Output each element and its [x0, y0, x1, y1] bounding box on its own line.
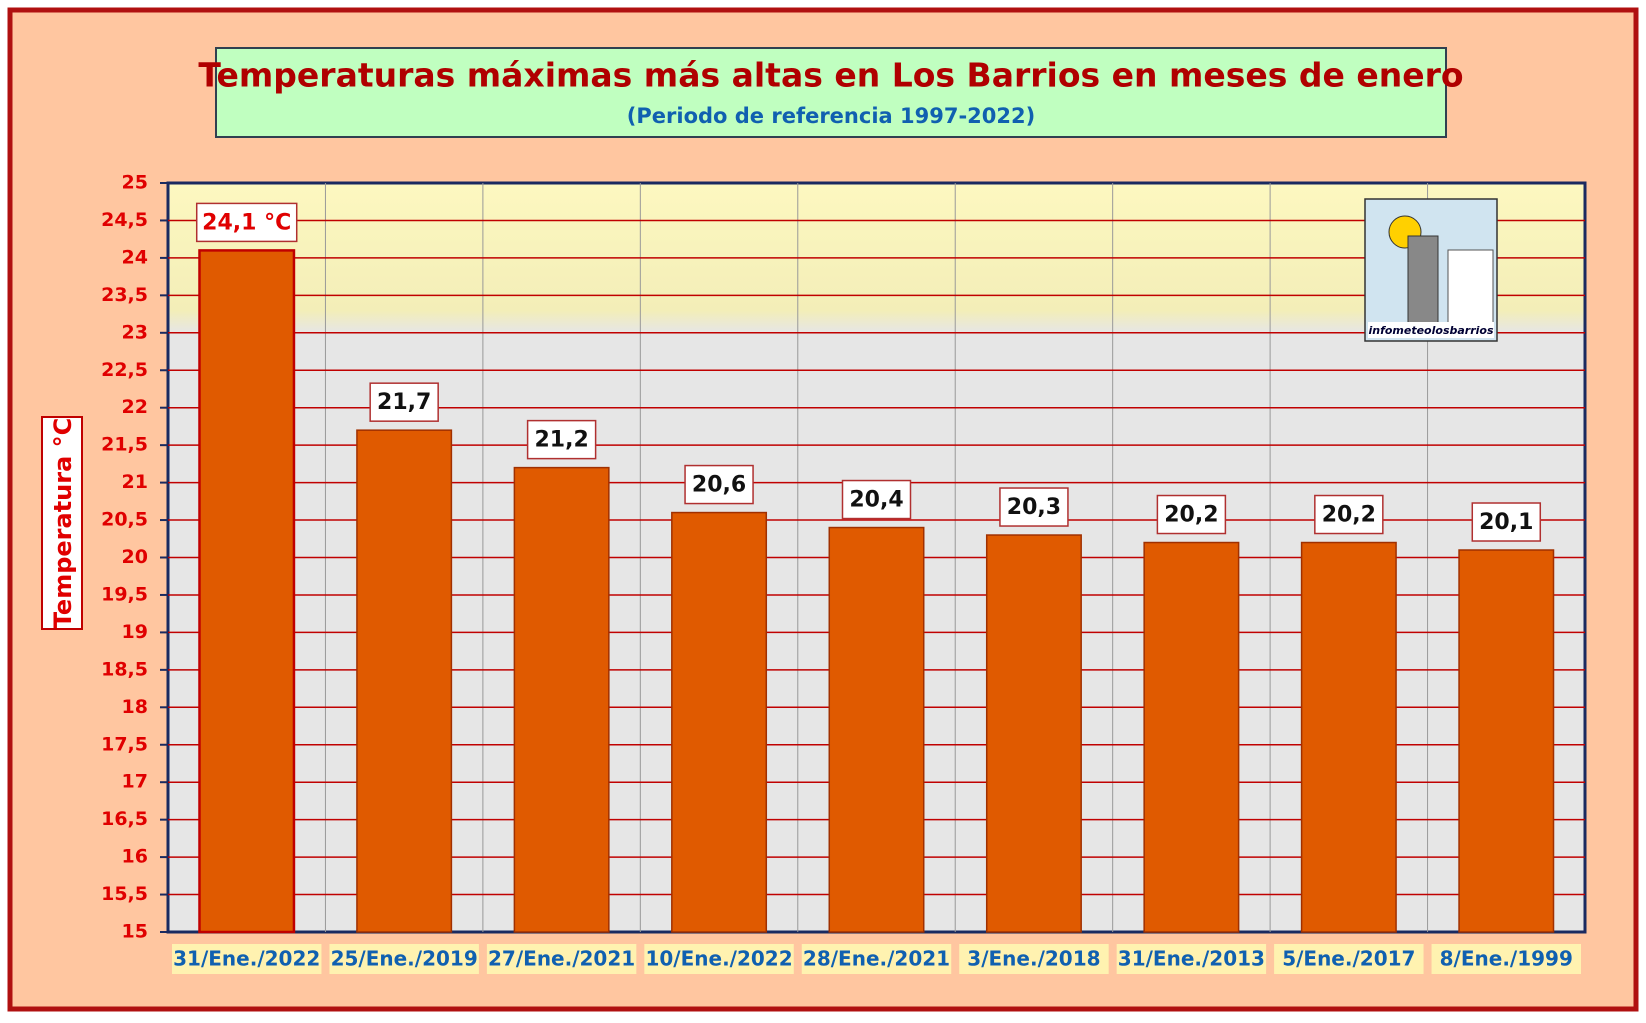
bar	[198, 249, 296, 934]
x-tick-label: 5/Ene./2017	[1282, 947, 1415, 971]
value-label: 20,3	[1007, 495, 1061, 520]
bar	[1143, 541, 1240, 933]
value-label-box	[1156, 494, 1227, 535]
y-tick-label: 17	[122, 771, 148, 793]
value-label: 24,1 °C	[202, 210, 291, 235]
x-tick-label: 25/Ene./2019	[331, 947, 478, 971]
y-label-box	[41, 416, 83, 630]
x-label-bg	[1116, 944, 1267, 974]
y-tick-label: 25	[122, 172, 148, 194]
x-tick-label: 27/Ene./2021	[488, 947, 635, 971]
y-tick-label: 21,5	[101, 434, 148, 456]
y-tick-label: 24	[122, 246, 148, 268]
value-label-box	[999, 487, 1069, 527]
y-tick-label: 20	[122, 546, 148, 568]
x-tick-label: 3/Ene./2018	[967, 947, 1100, 971]
value-label: 21,2	[534, 428, 588, 453]
x-tick-label: 8/Ene./1999	[1440, 947, 1573, 971]
x-label-bg	[959, 944, 1109, 974]
y-tick-label: 16,5	[101, 808, 148, 830]
y-tick-label: 15,5	[101, 883, 148, 905]
value-label-box	[1314, 494, 1384, 535]
bar	[671, 511, 768, 933]
y-tick-label: 18	[122, 696, 148, 718]
chart-subtitle: (Periodo de referencia 1997-2022)	[627, 104, 1035, 128]
bar	[356, 429, 453, 933]
y-tick-label: 22	[122, 396, 148, 418]
bar	[985, 534, 1082, 933]
logo-text: infometeolosbarrios	[1368, 324, 1493, 337]
title-box	[215, 47, 1447, 138]
x-tick-label: 31/Ene./2022	[173, 947, 320, 971]
logo: infometeolosbarrios	[1364, 198, 1498, 342]
y-tick-label: 24,5	[101, 209, 148, 231]
bar	[1300, 541, 1397, 933]
y-tick-label: 21	[122, 471, 148, 493]
y-tick-label: 19,5	[101, 583, 148, 605]
x-label-bg	[329, 944, 479, 974]
bar	[513, 466, 610, 933]
x-label-bg	[172, 944, 322, 974]
value-label-box	[369, 382, 439, 422]
value-label: 20,6	[692, 473, 746, 498]
value-label: 20,2	[1322, 503, 1376, 528]
bar	[828, 526, 925, 933]
x-label-bg	[801, 944, 952, 974]
bar	[1458, 549, 1555, 933]
y-tick-label: 22,5	[101, 359, 148, 381]
value-label-box	[841, 479, 912, 520]
x-tick-label: 28/Ene./2021	[803, 947, 950, 971]
value-label: 20,2	[1164, 503, 1218, 528]
value-label-box	[195, 202, 298, 243]
value-label: 20,1	[1479, 510, 1533, 535]
y-tick-label: 17,5	[101, 733, 148, 755]
y-axis-label: Temperatura °C	[49, 418, 77, 629]
y-tick-label: 18,5	[101, 658, 148, 680]
x-label-bg	[1274, 944, 1424, 974]
value-label-box	[684, 464, 754, 505]
y-tick-label: 23,5	[101, 284, 148, 306]
x-label-bg	[1431, 944, 1581, 974]
value-label: 20,4	[849, 488, 903, 513]
x-label-bg	[486, 944, 637, 974]
y-tick-label: 20,5	[101, 509, 148, 531]
y-tick-label: 15	[122, 921, 148, 943]
y-tick-label: 19	[122, 621, 148, 643]
x-label-bg	[644, 944, 794, 974]
x-tick-label: 10/Ene./2022	[645, 947, 792, 971]
value-label-box	[1471, 502, 1542, 542]
value-label: 21,7	[377, 390, 431, 415]
y-tick-label: 23	[122, 321, 148, 343]
chart-title: Temperaturas máximas más altas en Los Ba…	[198, 56, 1463, 95]
y-tick-label: 16	[122, 846, 148, 868]
x-tick-label: 31/Ene./2013	[1118, 947, 1265, 971]
value-label-box	[526, 419, 597, 460]
